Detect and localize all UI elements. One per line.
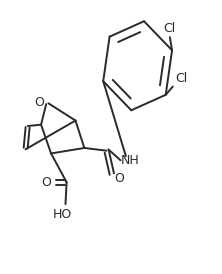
Text: NH: NH <box>121 154 140 167</box>
Text: HO: HO <box>53 208 72 221</box>
Text: O: O <box>41 176 51 189</box>
Text: O: O <box>114 172 124 185</box>
Text: Cl: Cl <box>164 22 176 35</box>
Text: O: O <box>34 96 44 109</box>
Text: Cl: Cl <box>175 72 187 85</box>
